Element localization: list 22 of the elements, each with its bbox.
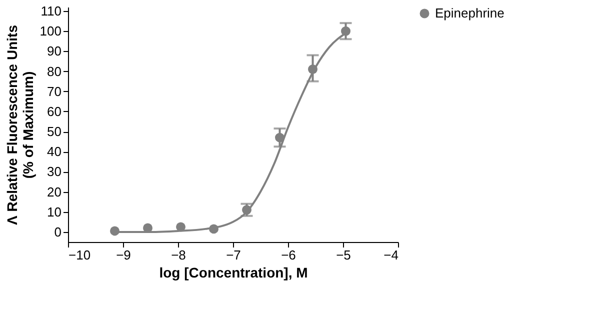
y-tick-label: 90 bbox=[47, 44, 62, 59]
y-tick-label: 50 bbox=[47, 124, 62, 140]
x-tick-label: −5 bbox=[336, 248, 351, 262]
y-tick-label: 20 bbox=[47, 184, 62, 200]
y-tick-label: 80 bbox=[47, 64, 62, 79]
x-axis-title: log [Concentration], M bbox=[159, 264, 308, 280]
x-tick-label: −10 bbox=[68, 248, 91, 262]
x-tick-label: −9 bbox=[116, 248, 131, 262]
legend-label: Epinephrine bbox=[435, 6, 504, 20]
y-tick-label: 60 bbox=[47, 104, 62, 119]
y-tick-label: 100 bbox=[40, 24, 62, 39]
x-tick-label: −8 bbox=[171, 248, 186, 262]
x-tick-label: −4 bbox=[384, 248, 398, 262]
x-tick-label: −6 bbox=[281, 248, 296, 262]
y-tick-label: 40 bbox=[47, 144, 62, 160]
y-tick-label: 70 bbox=[47, 84, 62, 99]
y-tick-label: 110 bbox=[40, 4, 62, 19]
x-tick-label: −7 bbox=[226, 248, 241, 262]
y-axis-title: Λ Relative Fluorescence Units (% of Maximum) bbox=[4, 24, 36, 225]
y-tick-label: 0 bbox=[54, 224, 62, 240]
y-tick-label: 30 bbox=[47, 164, 62, 180]
y-tick-label: 10 bbox=[47, 204, 62, 220]
